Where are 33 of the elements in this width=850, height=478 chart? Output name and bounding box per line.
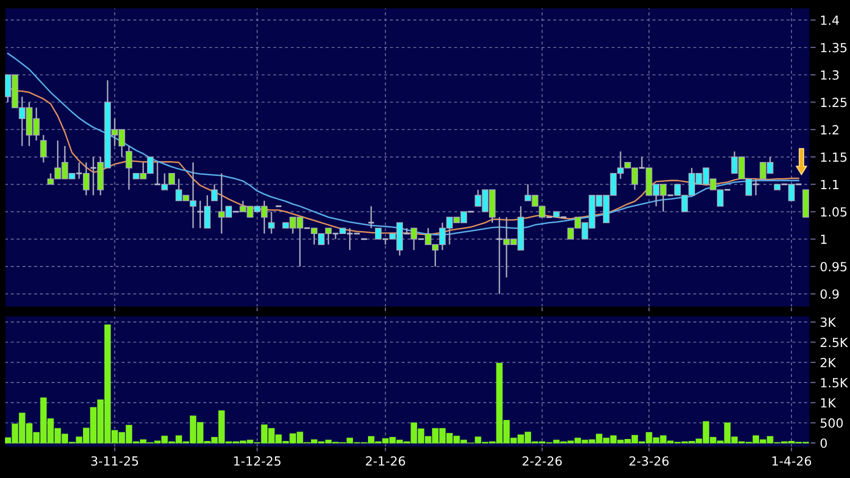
y-tick-label: 1.25 [821,98,846,108]
x-tick-label: 2-1-26 [366,456,406,466]
y-tick-label: 1.05 [821,207,846,217]
y-tick-label: 1.1 [821,180,838,190]
y-tick-label: 2.5K [820,338,848,348]
y-tick-label: 1.35 [821,42,846,52]
candlestick [268,211,275,234]
y-tick-label: 1.4 [821,16,839,25]
y-tick-label: 1.3 [821,70,839,80]
x-tick-label: 2-3-26 [630,456,669,466]
candlestick [410,227,418,251]
y-tick-label: 0.95 [820,262,846,272]
candlestick [375,228,382,240]
x-tick-label: 3-11-25 [91,456,138,466]
x-tick-label: 2-2-26 [522,456,562,466]
candlestick [82,162,90,196]
candlestick [788,184,795,202]
y-tick-label: 1.15 [821,152,846,162]
y-tick-label: 0 [820,438,827,448]
y-tick-label: 500 [820,418,843,428]
y-tick-label: 1.5K [821,378,848,388]
candlestick [40,134,47,164]
y-tick-label: 0.9 [820,289,839,299]
y-tick-label: 3K [820,318,836,327]
x-tick-label: 1-4-26 [772,456,812,466]
candlestick [126,145,132,191]
candlestick [211,184,218,202]
y-tick-label: 2K [820,358,836,368]
y-tick-label: 1.2 [821,125,838,134]
y-tick-label: 1K [821,398,836,408]
x-tick-label: 1-12-25 [234,456,280,466]
candlestick [204,194,211,229]
y-tick-label: 1 [821,234,827,244]
